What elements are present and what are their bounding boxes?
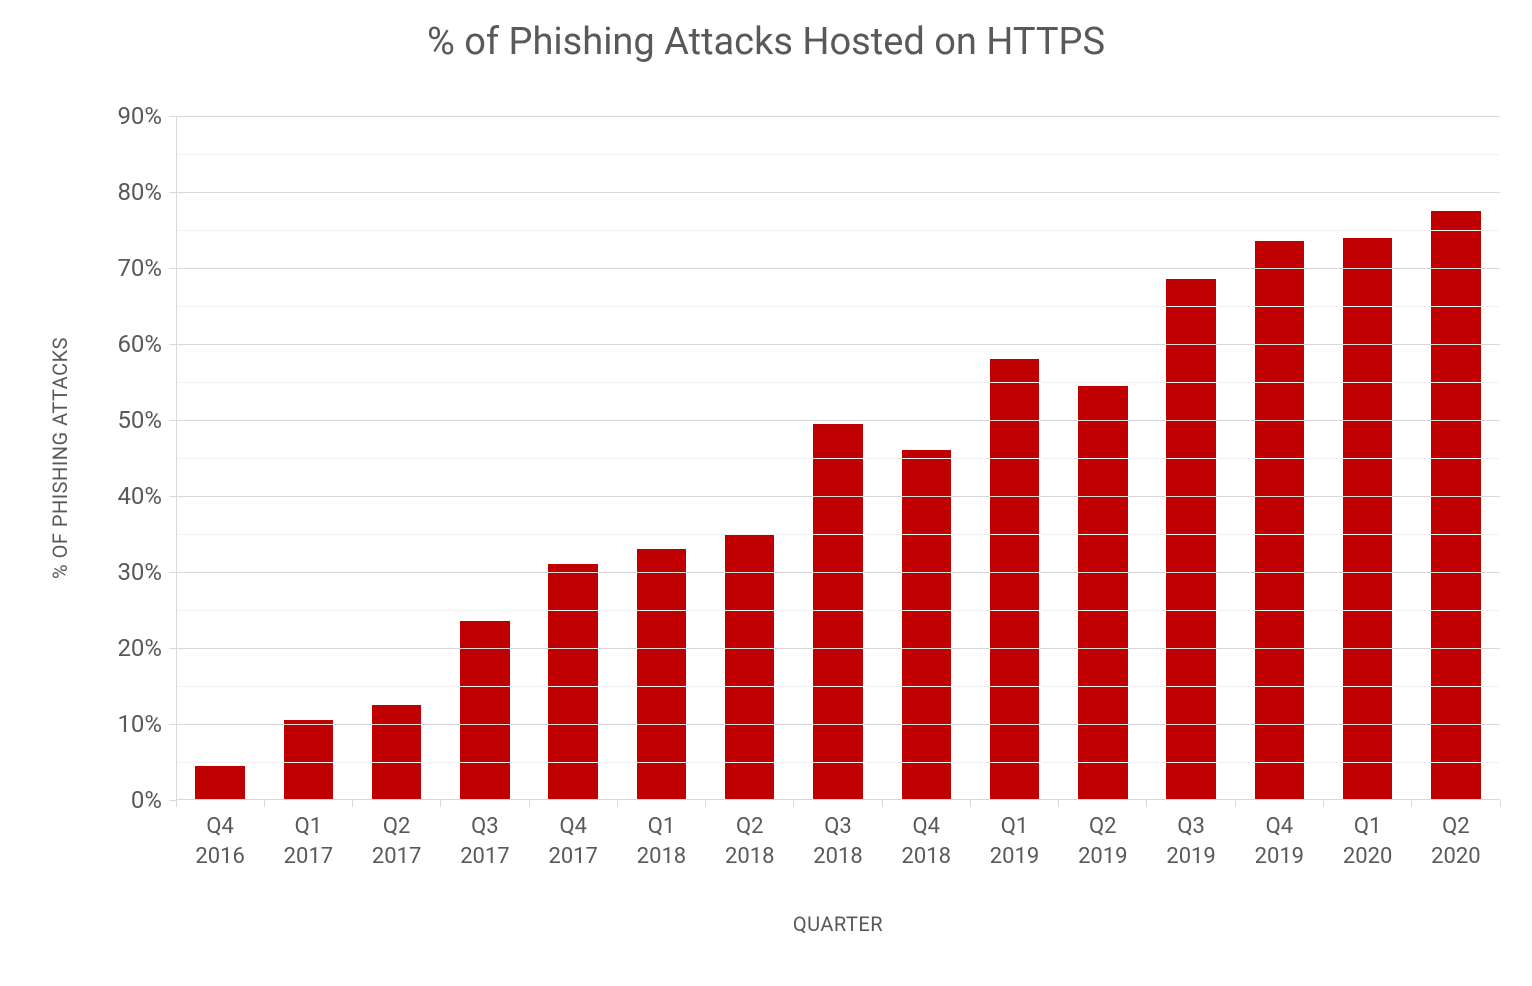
bar <box>548 564 597 800</box>
gridline-minor <box>176 154 1500 155</box>
y-tick-mark <box>169 572 176 573</box>
gridline-major <box>176 268 1500 269</box>
y-tick-mark <box>169 724 176 725</box>
bar <box>1166 279 1215 800</box>
x-tick-label: Q2 2020 <box>1431 812 1480 871</box>
x-tick-mark <box>793 800 794 807</box>
x-tick-label: Q2 2018 <box>725 812 774 871</box>
x-tick-mark <box>1235 800 1236 807</box>
x-tick-mark <box>882 800 883 807</box>
bar <box>284 720 333 800</box>
x-tick-label: Q3 2017 <box>460 812 509 871</box>
x-axis-line <box>176 799 1500 800</box>
gridline-major <box>176 496 1500 497</box>
gridline-major <box>176 572 1500 573</box>
x-tick-mark <box>1323 800 1324 807</box>
x-tick-mark <box>1411 800 1412 807</box>
y-tick-label: 10% <box>117 710 162 738</box>
gridline-major <box>176 192 1500 193</box>
x-tick-label: Q1 2019 <box>990 812 1039 871</box>
y-tick-label: 90% <box>117 102 162 130</box>
y-tick-mark <box>169 116 176 117</box>
y-tick-label: 60% <box>117 330 162 358</box>
gridline-major <box>176 648 1500 649</box>
x-tick-label: Q1 2018 <box>637 812 686 871</box>
x-tick-label: Q4 2018 <box>902 812 951 871</box>
y-tick-label: 50% <box>117 406 162 434</box>
gridline-major <box>176 116 1500 117</box>
x-tick-mark <box>1058 800 1059 807</box>
bar <box>725 534 774 800</box>
x-tick-mark <box>176 800 177 807</box>
x-tick-label: Q3 2019 <box>1166 812 1215 871</box>
chart-title: % of Phishing Attacks Hosted on HTTPS <box>0 20 1532 64</box>
bar <box>1343 238 1392 800</box>
x-axis-title: QUARTER <box>738 912 938 936</box>
y-tick-label: 40% <box>117 482 162 510</box>
x-tick-label: Q1 2017 <box>284 812 333 871</box>
bar <box>372 705 421 800</box>
phishing-https-chart: % of Phishing Attacks Hosted on HTTPS % … <box>0 0 1532 986</box>
x-tick-mark <box>529 800 530 807</box>
y-tick-label: 30% <box>117 558 162 586</box>
y-tick-label: 0% <box>131 786 162 814</box>
bar <box>195 766 244 800</box>
bar <box>1431 211 1480 800</box>
x-tick-mark <box>1146 800 1147 807</box>
plot-area: 0%10%20%30%40%50%60%70%80%90%Q4 2016Q1 2… <box>176 116 1500 800</box>
gridline-minor <box>176 230 1500 231</box>
gridline-major <box>176 420 1500 421</box>
x-tick-label: Q2 2017 <box>372 812 421 871</box>
y-tick-mark <box>169 344 176 345</box>
x-tick-mark <box>1500 800 1501 807</box>
y-tick-label: 20% <box>117 634 162 662</box>
x-tick-label: Q4 2017 <box>548 812 597 871</box>
x-tick-mark <box>352 800 353 807</box>
y-tick-label: 80% <box>117 178 162 206</box>
gridline-major <box>176 344 1500 345</box>
x-tick-label: Q1 2020 <box>1343 812 1392 871</box>
bar <box>813 424 862 800</box>
x-tick-mark <box>617 800 618 807</box>
x-tick-mark <box>440 800 441 807</box>
x-tick-label: Q4 2016 <box>195 812 244 871</box>
y-tick-mark <box>169 192 176 193</box>
x-tick-label: Q2 2019 <box>1078 812 1127 871</box>
y-tick-label: 70% <box>117 254 162 282</box>
bar <box>1078 386 1127 800</box>
y-tick-mark <box>169 268 176 269</box>
y-axis-title: % OF PHISHING ATTACKS <box>48 308 72 608</box>
x-tick-mark <box>264 800 265 807</box>
y-tick-mark <box>169 496 176 497</box>
y-axis-line <box>176 116 177 800</box>
gridline-minor <box>176 762 1500 763</box>
gridline-minor <box>176 610 1500 611</box>
x-tick-label: Q4 2019 <box>1255 812 1304 871</box>
bar <box>1255 241 1304 800</box>
gridline-major <box>176 724 1500 725</box>
gridline-minor <box>176 458 1500 459</box>
x-tick-mark <box>970 800 971 807</box>
gridline-minor <box>176 306 1500 307</box>
gridline-minor <box>176 382 1500 383</box>
bar <box>902 450 951 800</box>
x-tick-label: Q3 2018 <box>813 812 862 871</box>
gridline-minor <box>176 534 1500 535</box>
y-tick-mark <box>169 420 176 421</box>
gridline-minor <box>176 686 1500 687</box>
bar <box>990 359 1039 800</box>
x-tick-mark <box>705 800 706 807</box>
y-tick-mark <box>169 648 176 649</box>
